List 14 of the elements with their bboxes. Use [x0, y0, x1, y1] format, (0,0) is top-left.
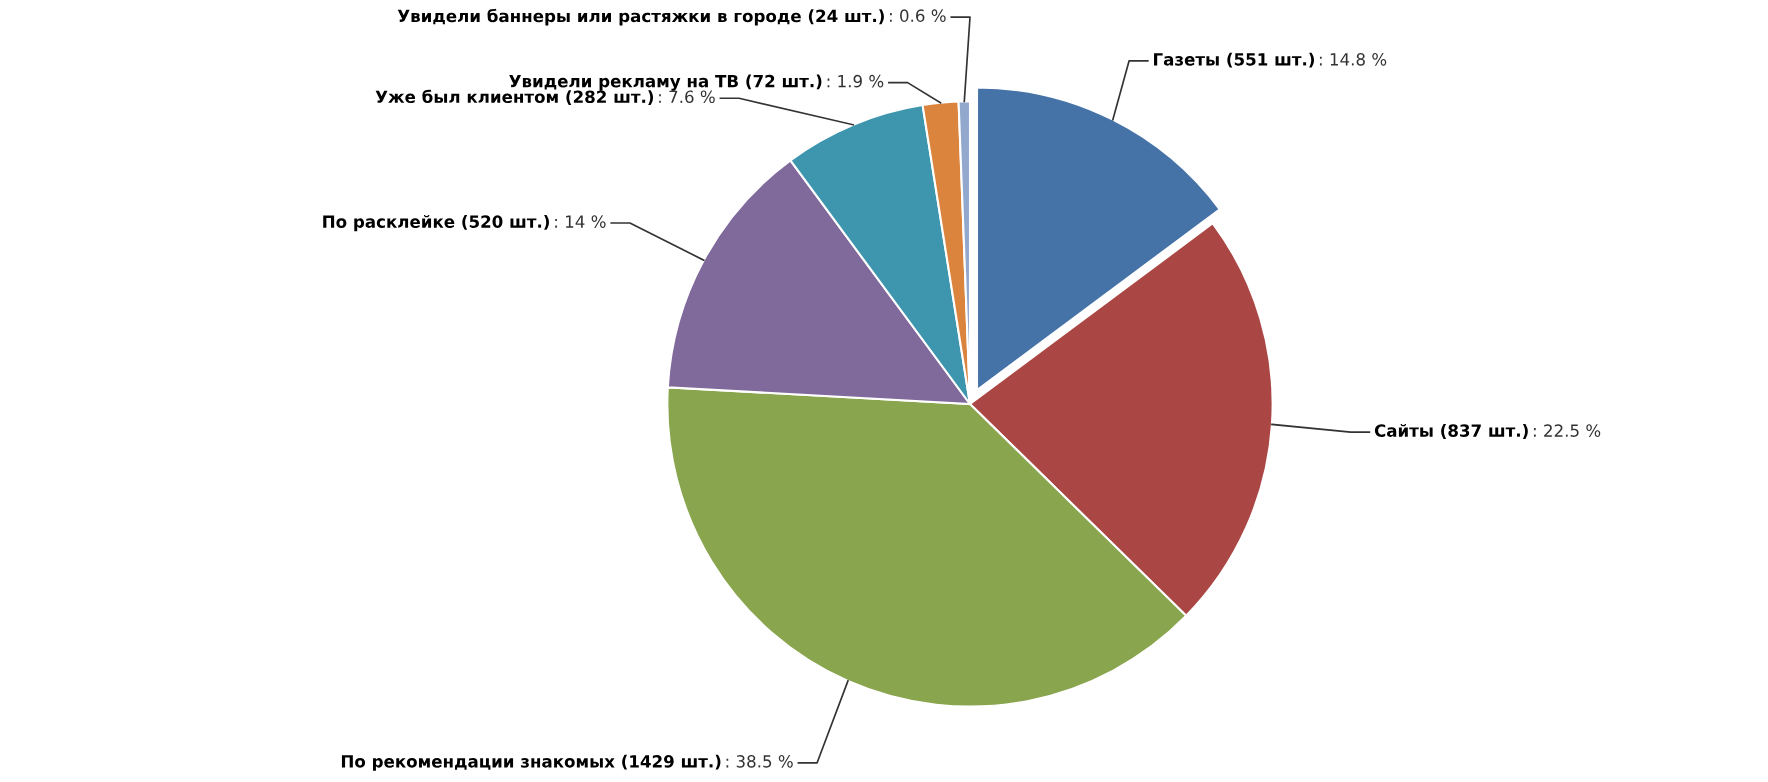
slice-label: Увидели рекламу на ТВ (72 шт.): [509, 74, 822, 91]
slice-label: Газеты (551 шт.): [1154, 52, 1314, 68]
data-label: : 38.5 %: [726, 755, 793, 768]
slice-label: Уже был клиентом (282 шт.): [375, 89, 654, 106]
data-label: : 14.8 %: [1319, 53, 1387, 66]
data-label: : 1.9 %: [827, 74, 884, 88]
slice-label: Сайты (837 шт.): [1374, 423, 1528, 439]
data-label: : 14 %: [555, 215, 606, 228]
slice-label: Увидели баннеры или растяжки в городе (24 шт.): [397, 8, 884, 26]
data-label: : 7.6 %: [659, 90, 715, 104]
slice-label: По рекомендации знакомых (1429 шт.): [341, 754, 721, 771]
slice-label: По расклейке (520 шт.): [323, 214, 549, 232]
data-label: : 22.5 %: [1533, 424, 1601, 437]
data-label: : 0.6 %: [890, 9, 946, 22]
